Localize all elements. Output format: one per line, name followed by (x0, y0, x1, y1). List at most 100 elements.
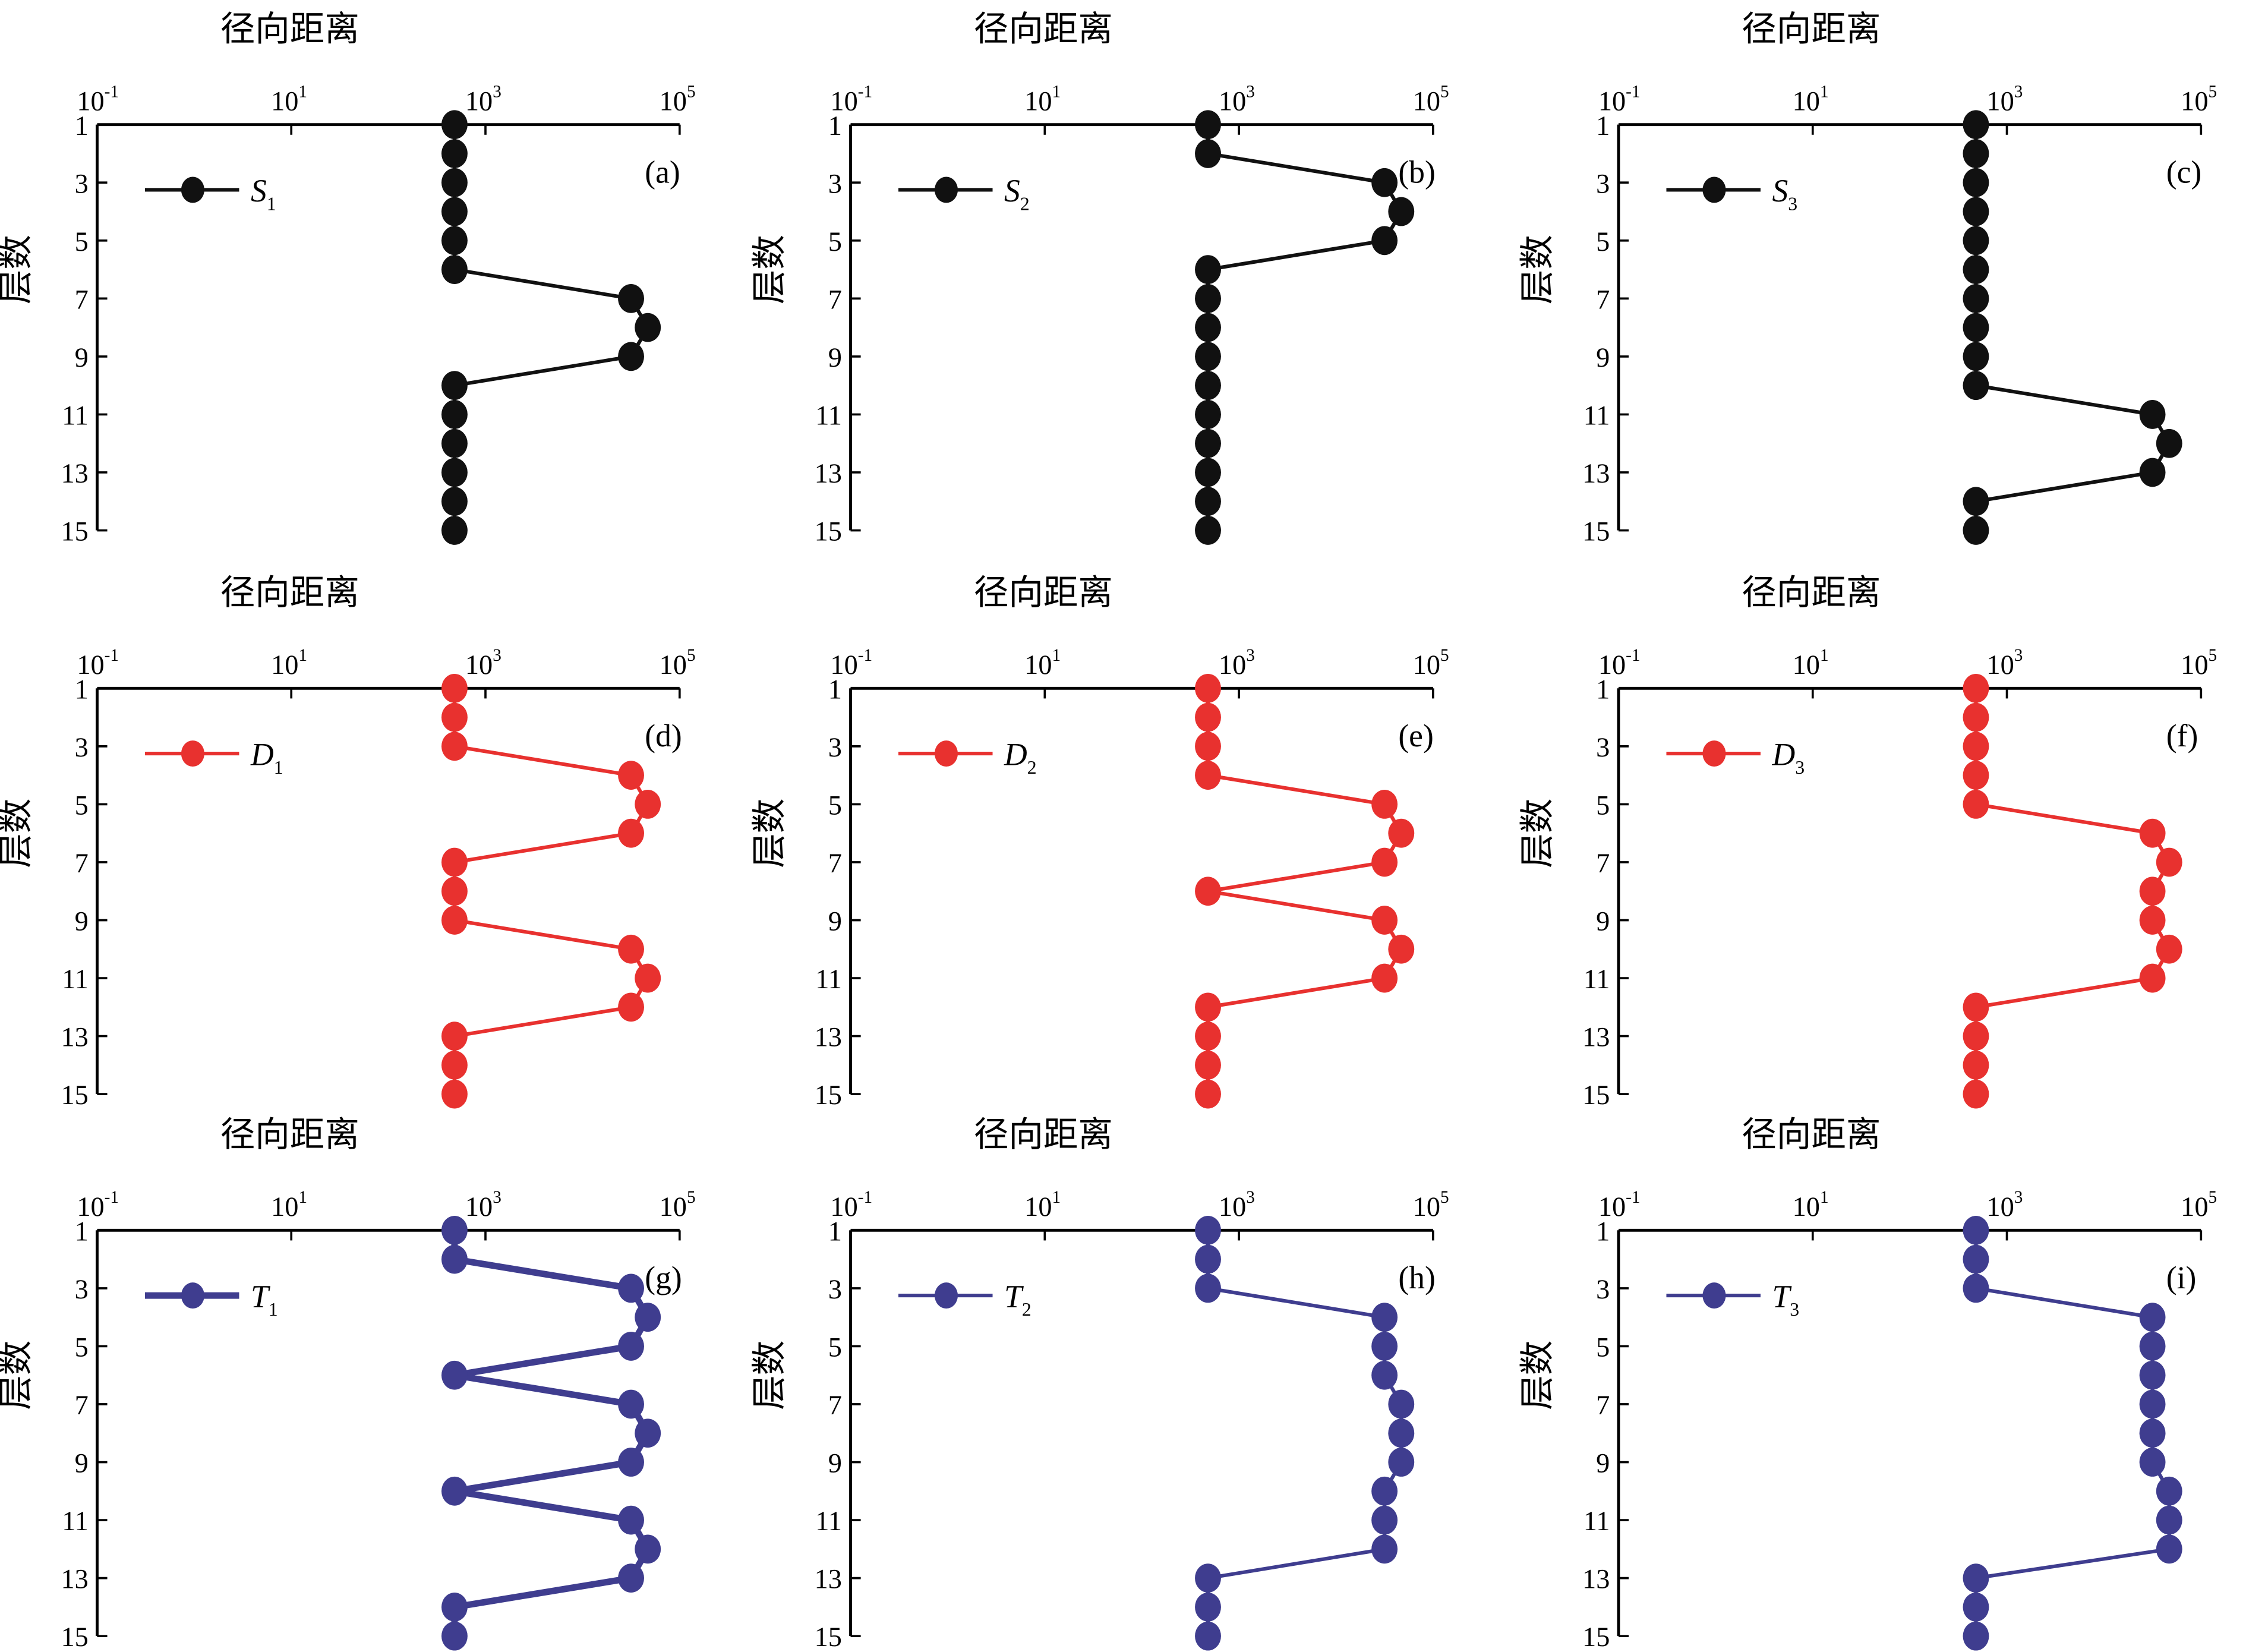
x-axis-title: 径向距离 (1742, 10, 1881, 48)
y-axis-title: 层数 (1518, 799, 1557, 868)
data-point (441, 110, 468, 140)
y-tick-label: 11 (62, 1506, 89, 1537)
data-point (618, 992, 644, 1022)
legend-marker (1702, 1282, 1726, 1309)
x-tick-label: 10-1 (77, 646, 119, 680)
y-tick-label: 9 (828, 1449, 842, 1479)
data-point (635, 313, 661, 342)
data-point (1963, 1050, 1989, 1080)
data-point (1963, 790, 1989, 819)
y-tick-label: 13 (61, 459, 89, 489)
legend-marker (181, 740, 204, 767)
y-tick-label: 3 (75, 1275, 89, 1305)
data-point (1195, 1563, 1221, 1593)
x-tick-label: 101 (1024, 646, 1061, 680)
y-tick-label: 7 (75, 285, 89, 315)
data-point (2139, 458, 2166, 487)
y-tick-label: 1 (1596, 1216, 1610, 1247)
data-point (1388, 1448, 1415, 1477)
x-tick-label: 10-1 (1598, 82, 1641, 116)
data-point (1371, 1476, 1398, 1506)
y-tick-label: 3 (75, 169, 89, 199)
y-tick-label: 15 (61, 1080, 89, 1111)
data-point (1963, 1563, 1989, 1593)
x-tick-label: 105 (1413, 646, 1449, 680)
data-point (1963, 226, 1989, 256)
data-point (635, 790, 661, 819)
data-point (2139, 877, 2166, 906)
y-tick-label: 5 (75, 790, 89, 821)
legend-label: S3 (1772, 173, 1797, 215)
y-tick-label: 13 (815, 1565, 842, 1595)
y-tick-label: 1 (75, 111, 89, 141)
panel-letter: (c) (2166, 154, 2202, 190)
data-point (441, 1079, 468, 1109)
x-axis-title: 径向距离 (1742, 1115, 1881, 1154)
x-tick-label: 10-1 (77, 82, 119, 116)
panel-letter: (f) (2166, 718, 2198, 754)
data-point (2156, 1505, 2182, 1535)
data-point (618, 1273, 644, 1303)
y-tick-label: 15 (1582, 1622, 1610, 1652)
y-axis-title: 层数 (1518, 235, 1557, 304)
data-point (441, 673, 468, 703)
y-tick-label: 3 (1596, 733, 1610, 763)
data-point (2139, 1303, 2166, 1332)
data-point (1963, 732, 1989, 761)
y-tick-label: 7 (75, 1391, 89, 1421)
data-point (1371, 963, 1398, 993)
x-tick-label: 103 (1986, 646, 2023, 680)
data-point (1195, 992, 1221, 1022)
legend-label: T3 (1772, 1279, 1799, 1320)
data-point (618, 934, 644, 964)
data-point (1195, 342, 1221, 371)
data-point (1195, 371, 1221, 401)
data-point (635, 1534, 661, 1564)
legend-marker (1702, 740, 1726, 767)
data-point (1195, 877, 1221, 906)
y-tick-label: 1 (828, 1216, 842, 1247)
y-tick-label: 15 (1582, 517, 1610, 547)
data-point (1963, 1273, 1989, 1303)
y-tick-label: 5 (75, 227, 89, 257)
series-line-S1 (452, 124, 650, 531)
y-tick-label: 9 (828, 907, 842, 937)
y-tick-label: 11 (62, 964, 89, 995)
legend-label: D1 (250, 737, 283, 778)
data-point (1195, 673, 1221, 703)
y-tick-label: 3 (828, 733, 842, 763)
y-tick-label: 5 (75, 1333, 89, 1363)
data-point (1195, 283, 1221, 313)
x-axis-title: 径向距离 (220, 10, 359, 48)
x-axis-title: 径向距离 (974, 10, 1113, 48)
legend-marker (181, 176, 204, 203)
y-tick-label: 7 (828, 849, 842, 879)
data-point (618, 342, 644, 371)
legend-label: T2 (1004, 1279, 1031, 1320)
x-axis-title: 径向距离 (1742, 573, 1881, 612)
y-tick-label: 5 (1596, 227, 1610, 257)
data-point (2139, 1448, 2166, 1477)
legend-label: D2 (1004, 737, 1037, 778)
x-tick-label: 10-1 (77, 1188, 119, 1222)
panel-letter: (i) (2166, 1260, 2197, 1295)
data-point (441, 400, 468, 429)
x-axis-title: 径向距离 (220, 1115, 359, 1154)
data-point (441, 516, 468, 545)
data-point (635, 1418, 661, 1448)
data-point (2139, 1418, 2166, 1448)
y-tick-label: 1 (828, 674, 842, 705)
data-point (1963, 1022, 1989, 1051)
y-tick-label: 13 (815, 459, 842, 489)
data-point (2156, 934, 2182, 964)
x-tick-label: 103 (1219, 82, 1255, 116)
data-point (2139, 906, 2166, 935)
legend-marker (934, 740, 958, 767)
data-point (618, 1505, 644, 1535)
panel-letter: (g) (645, 1260, 682, 1295)
data-point (2156, 1534, 2182, 1564)
